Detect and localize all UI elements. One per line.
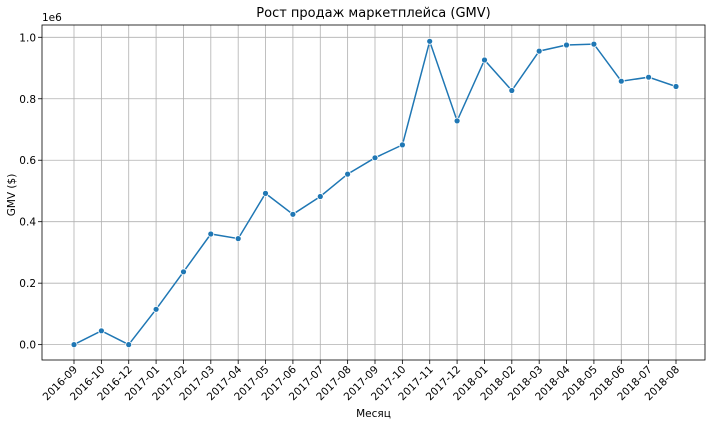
plot-frame <box>41 24 706 361</box>
data-point <box>535 47 543 55</box>
data-point <box>453 117 461 125</box>
y-tick-label: 0.6 <box>19 155 36 167</box>
y-tick-label: 0.4 <box>19 217 36 229</box>
data-point <box>508 87 516 94</box>
data-point <box>672 83 680 90</box>
data-point <box>590 40 598 48</box>
data-point <box>289 210 297 218</box>
data-point <box>645 73 652 81</box>
data-point <box>563 41 570 49</box>
axes: 0.00.20.40.60.81.02016-092016-102016-122… <box>19 24 706 403</box>
y-axis-label: GMV ($) <box>6 174 18 217</box>
data-point <box>207 230 215 238</box>
data-point <box>125 341 133 349</box>
y-tick-label: 0.0 <box>19 340 36 352</box>
data-point <box>617 77 625 85</box>
data-point <box>398 141 406 149</box>
data-point <box>70 341 78 349</box>
y-tick-label: 0.8 <box>19 94 36 106</box>
data-point <box>98 327 105 335</box>
series-layer <box>70 37 680 349</box>
data-point <box>344 170 352 178</box>
data-point <box>152 305 160 313</box>
grid <box>42 25 705 360</box>
x-axis-label: Месяц <box>356 408 391 420</box>
data-point <box>316 193 324 200</box>
data-point <box>371 154 379 162</box>
data-point <box>481 56 488 64</box>
data-point <box>426 37 434 45</box>
chart-title: Рост продаж маркетплейса (GMV) <box>256 6 490 21</box>
data-point <box>234 235 242 243</box>
data-point <box>262 189 269 197</box>
data-point <box>180 268 187 276</box>
y-offset-label: 1e6 <box>42 12 62 24</box>
y-tick-label: 1.0 <box>19 32 36 44</box>
y-tick-label: 0.2 <box>19 278 36 290</box>
